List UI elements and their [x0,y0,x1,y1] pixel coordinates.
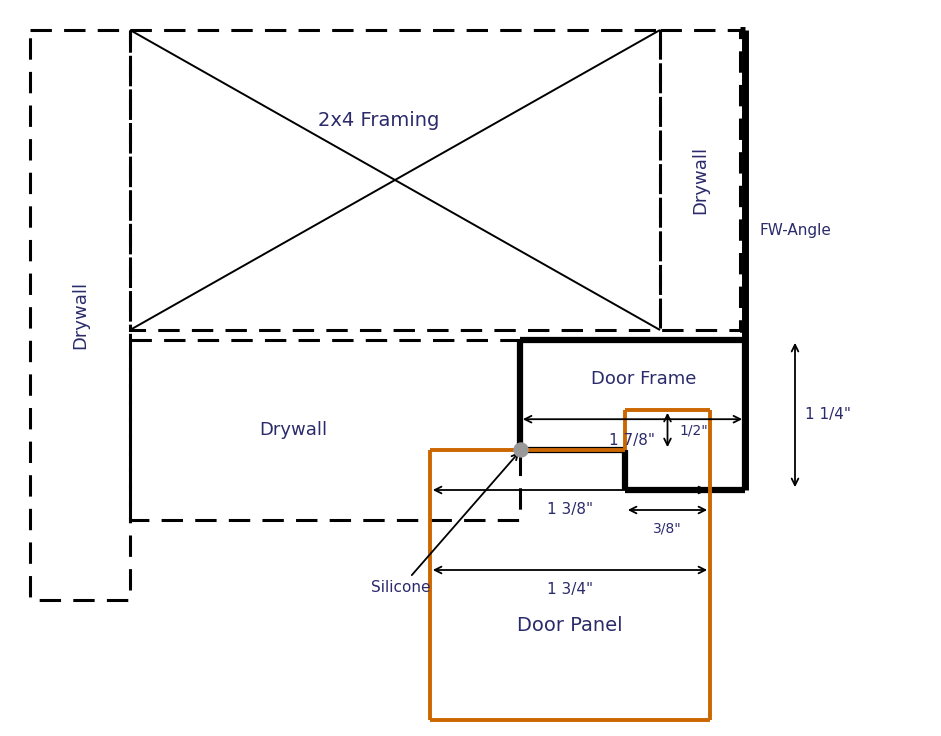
Bar [130,340,520,520]
Bar [30,30,130,600]
Text: FW-Angle: FW-Angle [760,222,832,238]
Text: 1 3/4": 1 3/4" [547,582,593,597]
Bar [130,30,660,330]
Text: Drywall: Drywall [260,421,327,439]
Text: 1 1/4": 1 1/4" [805,408,851,422]
Text: 1 7/8": 1 7/8" [610,434,656,448]
Bar [660,30,740,330]
Text: 1/2": 1/2" [679,423,709,437]
Text: 2x4 Framing: 2x4 Framing [318,110,439,130]
Text: Drywall: Drywall [691,146,709,214]
Text: 3/8": 3/8" [653,522,682,536]
Circle shape [514,443,528,457]
Text: Silicone: Silicone [372,453,518,595]
Text: 1 3/8": 1 3/8" [547,502,593,517]
Text: Door Frame: Door Frame [591,369,696,387]
Text: Door Panel: Door Panel [518,616,623,635]
Text: Drywall: Drywall [71,281,89,349]
